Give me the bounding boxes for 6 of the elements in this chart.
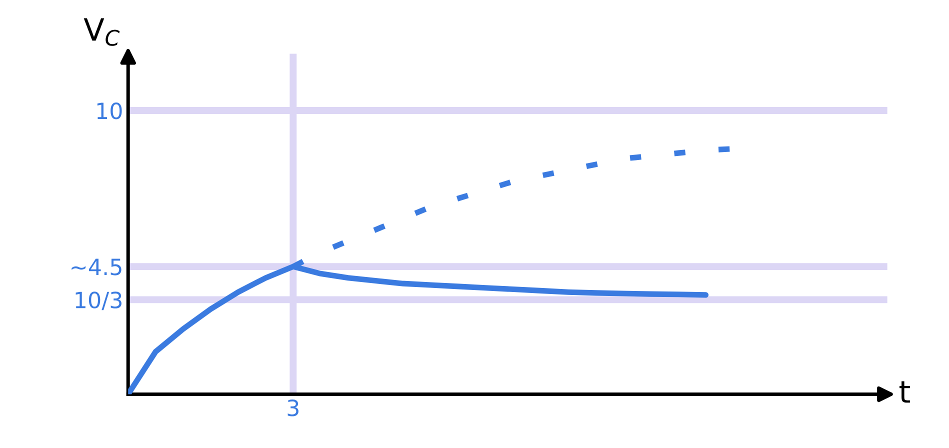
y-tick-label: 10 <box>97 102 122 120</box>
y-tick-label: ~4.5 <box>72 258 122 276</box>
y-axis-title: V$_{C}$ <box>84 18 120 46</box>
x-tick-label: 3 <box>288 399 298 416</box>
y-tick-label: 10/3 <box>76 292 122 310</box>
x-axis-title: t <box>900 381 910 403</box>
